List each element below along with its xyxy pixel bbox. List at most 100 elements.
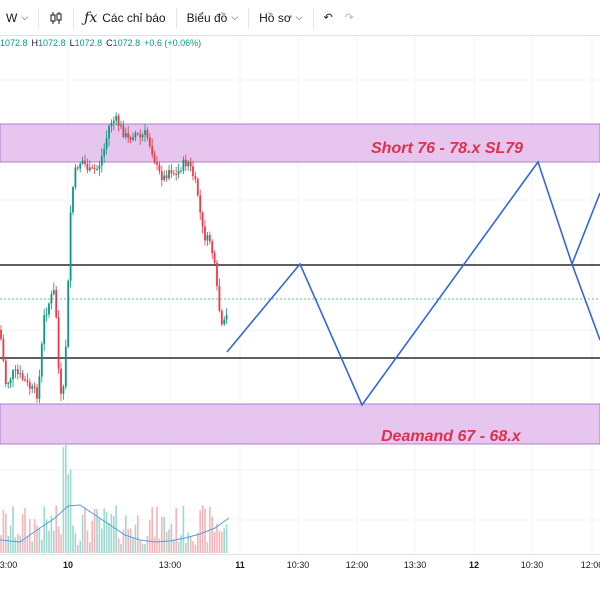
volume-bar	[77, 544, 79, 553]
candle-body	[57, 317, 60, 369]
candle-body	[146, 130, 149, 138]
candle-body	[139, 134, 142, 138]
undo-icon: ↶	[323, 12, 333, 24]
top-toolbar: W ⌵ ƒx Các chỉ báo Biểu đồ ⌵ Hồ sơ ⌵ ↶ ↷	[0, 0, 600, 36]
volume-bar	[29, 518, 31, 553]
candle-body	[7, 382, 10, 385]
candle-body	[96, 168, 98, 170]
volume-bar	[79, 540, 81, 553]
ohlc-high-key: H	[31, 38, 39, 48]
short-zone[interactable]	[0, 123, 600, 163]
interval-button[interactable]: W ⌵	[0, 4, 34, 32]
ohlc-close: 1072.8	[112, 38, 141, 48]
volume-bar	[74, 533, 77, 553]
volume-bar	[12, 506, 14, 553]
demand-zone-label: Deamand 67 - 68.x	[381, 428, 522, 445]
candle-body	[201, 212, 204, 227]
indicators-button[interactable]: ƒx Các chỉ báo	[78, 4, 171, 32]
volume-bar	[170, 523, 173, 553]
candle-body	[213, 253, 216, 263]
volume-bar	[139, 540, 141, 553]
volume-bar	[153, 536, 156, 553]
candle-body	[55, 290, 58, 318]
volume-bar	[127, 529, 129, 553]
volume-bar	[165, 531, 168, 553]
candle-body	[9, 379, 12, 383]
ohlc-open: 1072.8	[0, 38, 28, 48]
candle-body	[43, 315, 46, 344]
candle-body	[220, 310, 223, 325]
candle-body	[189, 162, 192, 167]
candle-body	[72, 187, 74, 213]
candle-body	[153, 154, 156, 163]
volume-bar	[149, 519, 151, 553]
volume-bar	[53, 530, 55, 553]
volume-bar	[187, 532, 189, 553]
volume-bar	[144, 543, 146, 553]
chevron-down-icon: ⌵	[295, 12, 303, 22]
volume-bar	[223, 528, 225, 553]
candle-body	[26, 380, 29, 383]
candle-body	[93, 167, 96, 170]
volume-bar	[163, 516, 165, 553]
time-tick-day: 12	[468, 560, 480, 570]
volume-bar	[177, 541, 180, 553]
candle-body	[50, 294, 53, 304]
candle-body	[40, 343, 43, 377]
candle-body	[88, 167, 91, 171]
volume-bar	[141, 543, 144, 553]
candle-body	[182, 159, 185, 171]
candle-body	[21, 373, 24, 380]
time-tick: 13:00	[158, 560, 182, 570]
candle-body	[76, 167, 79, 169]
volume-bar	[192, 541, 194, 553]
candle-body	[79, 163, 82, 169]
candles	[0, 112, 228, 403]
volume-bar	[98, 517, 101, 553]
volume-bar	[180, 535, 182, 553]
candle-body	[129, 137, 132, 140]
volume-bar	[218, 530, 221, 553]
projected-path[interactable]	[226, 160, 600, 407]
candle-body	[60, 368, 62, 394]
volume-bar	[93, 508, 96, 553]
volume-bar	[72, 525, 74, 553]
volume-bar	[24, 507, 26, 553]
indicators-label: Các chỉ báo	[102, 10, 166, 25]
chart-type-button[interactable]: Biểu đồ ⌵	[181, 4, 245, 32]
interval-label: W	[6, 10, 18, 25]
time-axis[interactable]: 13:00 10 13:00 11 10:30 12:00 13:30 12 1…	[0, 554, 600, 600]
profile-button[interactable]: Hồ sơ ⌵	[253, 4, 308, 32]
chart-grid	[0, 36, 600, 554]
ohlc-low-key: L	[69, 38, 75, 48]
candle-body	[204, 226, 206, 241]
volume-bar	[151, 507, 153, 553]
chart-style-button[interactable]	[43, 4, 69, 32]
volume-bar	[60, 534, 62, 553]
candle-body	[19, 373, 22, 375]
volume-bar	[182, 505, 185, 553]
price-chart[interactable]: Short 76 - 78.x SL79 Deamand 67 - 68.x	[0, 36, 600, 554]
candle-body	[177, 170, 180, 175]
projected-path-branch[interactable]	[571, 192, 600, 265]
volume-bar	[36, 525, 38, 553]
candle-body	[132, 137, 134, 140]
undo-button[interactable]: ↶	[318, 4, 339, 32]
candle-body	[165, 175, 168, 179]
volume-bar	[101, 528, 103, 553]
volume-bar	[108, 522, 110, 553]
candle-body	[196, 178, 199, 196]
volume-bar	[161, 516, 163, 553]
volume-bar	[0, 535, 2, 553]
volume-bar	[2, 509, 5, 553]
volume-bar	[38, 527, 41, 553]
redo-button[interactable]: ↷	[339, 4, 360, 32]
volume-bar	[84, 507, 86, 553]
candle-body	[74, 167, 77, 188]
volume-bar	[156, 506, 158, 553]
volume-bar	[43, 506, 45, 553]
volume-bar	[213, 531, 216, 553]
candle-body	[223, 319, 226, 325]
candle-body	[117, 115, 120, 126]
demand-zone[interactable]	[0, 403, 600, 445]
